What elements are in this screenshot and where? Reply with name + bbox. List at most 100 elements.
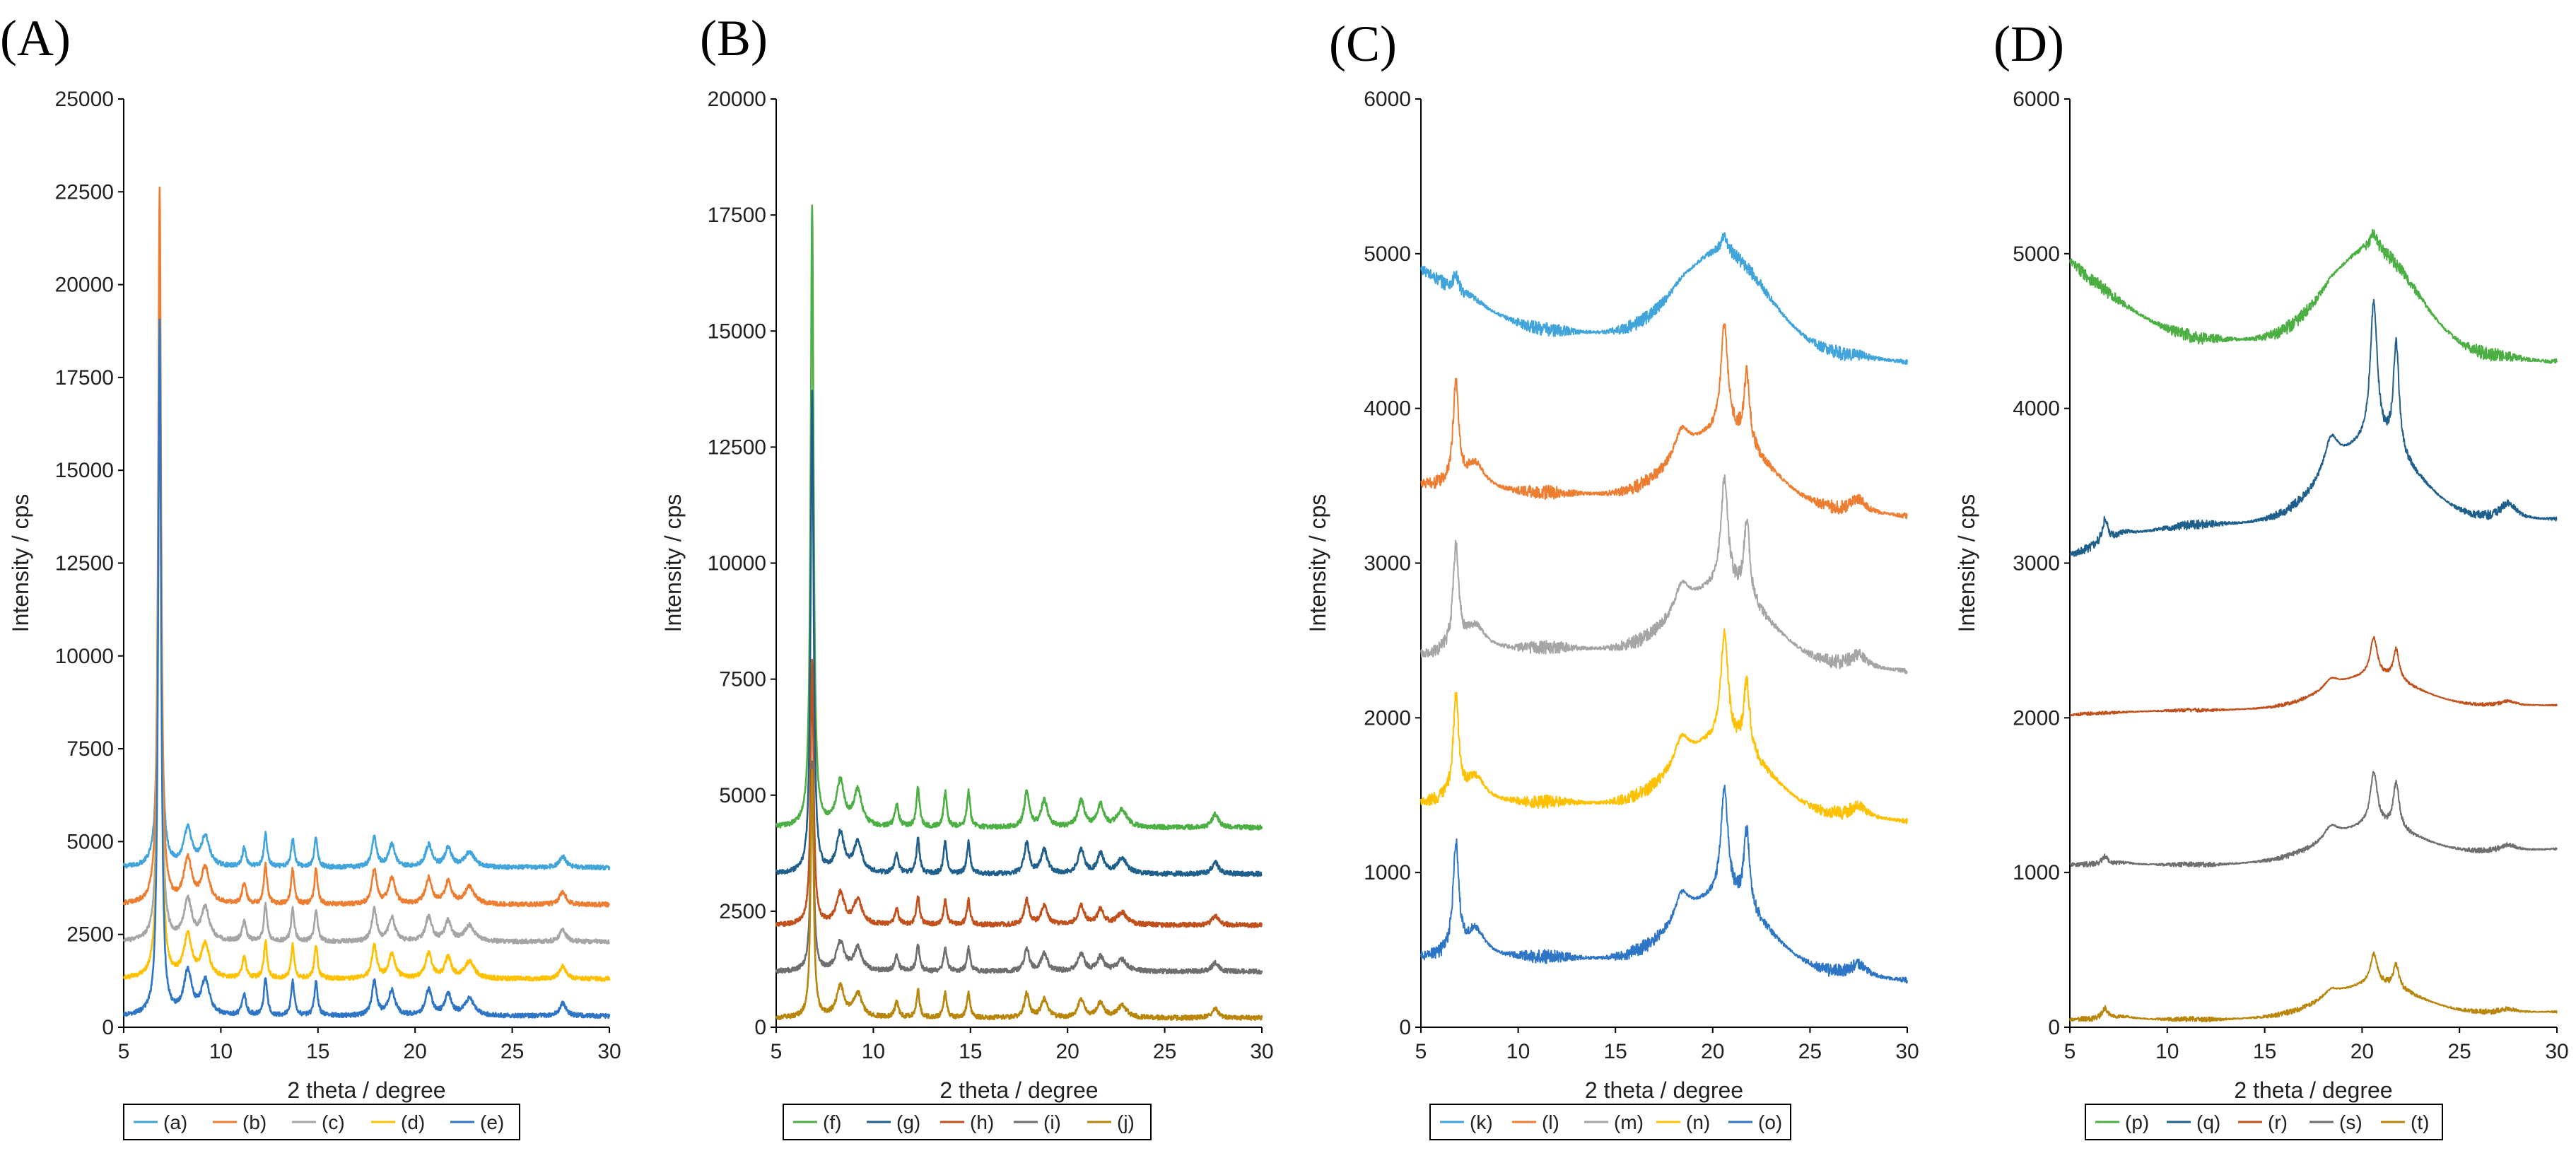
panel-b: (B) 0 2500 5000 7500 10000 12500 15000 17500 2000… (660, 10, 1274, 1140)
series-line-m (1420, 474, 1908, 674)
y-tick-label: 1000 (1364, 861, 1411, 884)
y-tick-label: 20000 (55, 274, 114, 297)
y-axis-title: Intensity / cps (8, 494, 33, 633)
series-line-a (122, 320, 611, 871)
legend-entry: (n) (1686, 1111, 1710, 1133)
y-tick-label: 15000 (708, 320, 766, 343)
y-tick-label: 5000 (66, 830, 114, 853)
series-line-r (2069, 636, 2558, 717)
y-tick-label: 5000 (2013, 242, 2060, 266)
legend-entry: (p) (2125, 1111, 2149, 1133)
legend: (f) (g) (h) (i) (j) (783, 1104, 1152, 1140)
legend-entry: (l) (1542, 1111, 1559, 1133)
panel-letter: (A) (0, 10, 71, 66)
y-tick-label: 5000 (719, 784, 766, 807)
legend-entry: (s) (2339, 1111, 2363, 1133)
x-tick-label: 20 (2350, 1040, 2374, 1063)
series-line-k (1420, 232, 1908, 365)
x-tick-label: 5 (1415, 1040, 1427, 1063)
series-line-d (122, 319, 611, 982)
legend: (k) (l) (m) (n) (o) (1429, 1104, 1791, 1140)
legend-entry: (h) (970, 1111, 994, 1133)
y-tick-label: 4000 (2013, 397, 2060, 421)
x-axis-title: 2 theta / degree (2234, 1077, 2392, 1103)
series-line-j (775, 768, 1263, 1022)
legend-entry: (t) (2411, 1111, 2429, 1133)
legend-entry: (o) (1758, 1111, 1782, 1133)
y-tick-label: 3000 (2013, 552, 2060, 575)
series-line-t (2069, 951, 2558, 1023)
x-tick-label: 25 (1798, 1040, 1822, 1063)
y-tick-label: 0 (102, 1016, 114, 1039)
y-tick-label: 0 (1399, 1016, 1411, 1039)
x-tick-label: 5 (2064, 1040, 2076, 1063)
y-tick-label: 10000 (708, 552, 766, 575)
x-tick-label: 15 (1604, 1040, 1627, 1063)
x-tick-label: 15 (2253, 1040, 2276, 1063)
y-tick-label: 20000 (708, 88, 766, 111)
series-line-o (1420, 784, 1908, 984)
legend-entry: (d) (401, 1111, 425, 1133)
x-tick-label: 15 (306, 1040, 329, 1063)
series-line-h (775, 658, 1263, 928)
y-tick-label: 2000 (2013, 706, 2060, 730)
panel-a: (A) 0 2500 5000 7500 10000 12500 15000 17500 2000… (0, 10, 621, 1140)
y-tick-label: 25000 (55, 88, 114, 111)
y-tick-label: 6000 (1364, 88, 1411, 111)
y-tick-label: 12500 (55, 552, 114, 575)
y-tick-label: 2000 (1364, 706, 1411, 730)
y-tick-label: 3000 (1364, 552, 1411, 575)
legend-entry: (m) (1614, 1111, 1644, 1133)
legend-entry: (q) (2196, 1111, 2220, 1133)
series-line-c (122, 320, 611, 945)
series-line-n (1420, 628, 1908, 824)
legend-entry: (i) (1043, 1111, 1061, 1133)
series-line-s (2069, 771, 2558, 868)
series-line-f (775, 204, 1263, 831)
x-tick-label: 20 (1056, 1040, 1079, 1063)
legend: (a) (b) (c) (d) (e) (123, 1104, 520, 1140)
panel-letter: (C) (1329, 16, 1397, 72)
legend-entry: (c) (322, 1111, 345, 1133)
x-tick-label: 10 (862, 1040, 885, 1063)
panel-d: (D) 0 1000 2000 3000 4000 5000 6000 5 10 15 20 25 30 2… (1954, 16, 2569, 1140)
legend: (p) (q) (r) (s) (t) (2085, 1104, 2443, 1140)
y-tick-label: 0 (754, 1016, 766, 1039)
x-tick-label: 10 (2155, 1040, 2179, 1063)
x-tick-label: 15 (959, 1040, 982, 1063)
y-tick-label: 17500 (55, 366, 114, 390)
x-tick-label: 30 (1250, 1040, 1273, 1063)
series-line-i (775, 760, 1263, 975)
y-tick-label: 12500 (708, 435, 766, 459)
y-axis-title: Intensity / cps (1305, 494, 1330, 633)
y-tick-label: 4000 (1364, 397, 1411, 421)
x-tick-label: 30 (2545, 1040, 2568, 1063)
x-axis-title: 2 theta / degree (1585, 1077, 1743, 1103)
legend-entry: (e) (480, 1111, 504, 1133)
y-tick-label: 10000 (55, 645, 114, 668)
y-axis-title: Intensity / cps (1954, 494, 1979, 633)
x-tick-label: 10 (1506, 1040, 1530, 1063)
x-tick-label: 10 (209, 1040, 233, 1063)
x-tick-label: 20 (404, 1040, 427, 1063)
x-tick-label: 5 (771, 1040, 783, 1063)
y-tick-label: 6000 (2013, 88, 2060, 111)
y-tick-label: 0 (2048, 1016, 2060, 1039)
y-tick-label: 15000 (55, 459, 114, 482)
y-tick-label: 17500 (708, 204, 766, 227)
series-line-b (122, 186, 610, 908)
x-tick-label: 25 (1153, 1040, 1176, 1063)
y-tick-label: 7500 (66, 737, 114, 761)
series-line-g (775, 390, 1263, 877)
y-tick-label: 22500 (55, 180, 114, 204)
x-axis-title: 2 theta / degree (939, 1077, 1098, 1103)
y-tick-label: 2500 (719, 900, 766, 923)
y-tick-label: 7500 (719, 668, 766, 691)
series-line-p (2069, 228, 2558, 364)
panel-letter: (B) (700, 10, 768, 66)
series-line-e (123, 318, 611, 1019)
x-tick-label: 5 (118, 1040, 130, 1063)
legend-entry: (r) (2268, 1111, 2288, 1133)
